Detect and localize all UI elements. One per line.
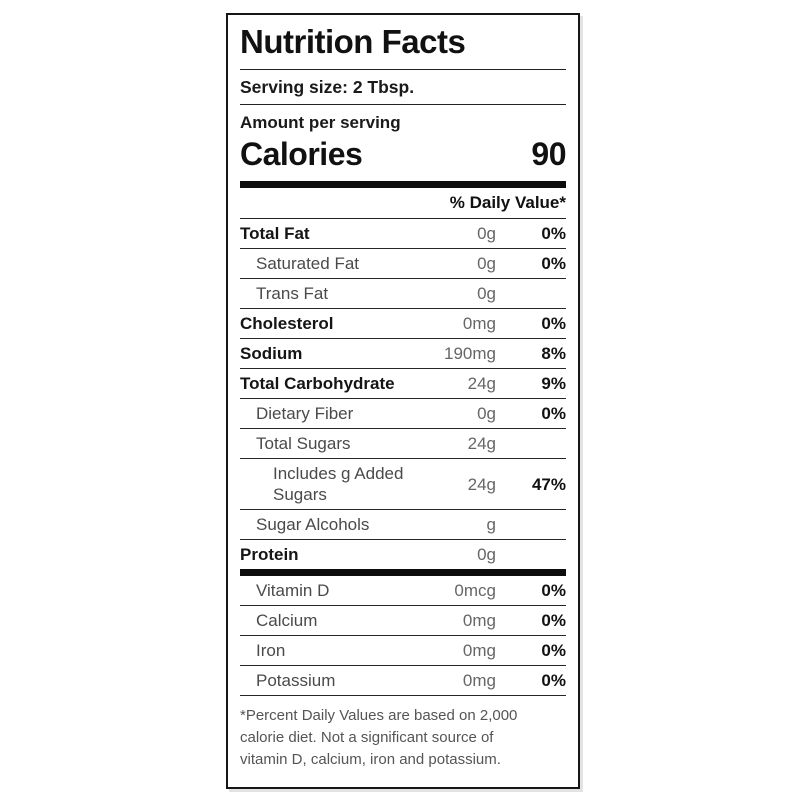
nutrient-amount: 0g	[477, 254, 496, 273]
nutrient-daily-value: 0%	[541, 641, 566, 660]
nutrient-name: Total Carbohydrate	[240, 374, 395, 393]
nutrient-rows-main: Total Fat 0g 0% Saturated Fat 0g 0% Trans Fat 0…	[240, 219, 566, 569]
nutrient-row-dietary-fiber: Dietary Fiber 0g 0%	[240, 399, 566, 429]
nutrient-daily-value: 0%	[541, 671, 566, 690]
nutrient-name: Includes g Added Sugars	[273, 464, 404, 504]
nutrient-amount: 0mg	[462, 314, 496, 333]
nutrient-row-calcium: Calcium 0mg 0%	[240, 606, 566, 636]
serving-size: Serving size: 2 Tbsp.	[240, 77, 415, 97]
amount-per-serving: Amount per serving	[240, 113, 401, 132]
nutrient-row-total-fat: Total Fat 0g 0%	[240, 219, 566, 249]
divider-under-serving	[240, 104, 566, 105]
nutrient-daily-value: 0%	[541, 404, 566, 423]
nutrient-row-trans-fat: Trans Fat 0g	[240, 279, 566, 309]
calories-label: Calories	[240, 136, 363, 172]
nutrient-amount: 24g	[467, 474, 496, 494]
nutrient-name: Saturated Fat	[256, 254, 360, 273]
thick-divider-vitamins	[240, 569, 566, 576]
nutrient-amount: 0g	[477, 545, 496, 564]
divider-under-title	[240, 69, 566, 70]
nutrient-amount: 190mg	[444, 344, 496, 363]
footnote: *Percent Daily Values are based on 2,000…	[240, 707, 518, 768]
nutrient-name: Iron	[256, 641, 286, 660]
nutrient-name: Trans Fat	[256, 284, 329, 303]
nutrient-row-protein: Protein 0g	[240, 540, 566, 569]
nutrient-daily-value: 8%	[541, 344, 566, 363]
nutrient-name: Vitamin D	[256, 581, 330, 600]
nutrient-daily-value: 47%	[531, 474, 566, 494]
nutrient-name: Calcium	[256, 611, 318, 630]
nutrient-row-potassium: Potassium 0mg 0%	[240, 666, 566, 696]
nutrient-name: Cholesterol	[240, 314, 334, 333]
nutrient-name: Total Sugars	[256, 434, 351, 453]
thick-divider-top	[240, 181, 566, 188]
nutrient-amount: 0mg	[462, 611, 496, 630]
nutrition-facts-label: Nutrition Facts Serving size: 2 Tbsp. Am…	[226, 13, 580, 789]
nutrient-daily-value: 0%	[541, 314, 566, 333]
nutrient-daily-value: 0%	[541, 581, 566, 600]
calories-value: 90	[531, 136, 566, 172]
daily-value-header: % Daily Value*	[240, 188, 566, 219]
nutrient-name: Total Fat	[240, 224, 310, 243]
nutrient-amount: 0g	[477, 224, 496, 243]
nutrient-amount: 24g	[467, 374, 496, 393]
nutrient-daily-value: 0%	[541, 611, 566, 630]
nutrient-name: Potassium	[256, 671, 336, 690]
nutrient-amount: 0g	[477, 284, 496, 303]
calories-row: Calories 90	[240, 133, 566, 181]
nutrient-rows-vitamins: Vitamin D 0mcg 0% Calcium 0mg 0% Iron 0mg 0% Pota…	[240, 576, 566, 696]
nutrient-amount: 24g	[467, 434, 496, 453]
nutrient-row-sugar-alcohols: Sugar Alcohols g	[240, 510, 566, 540]
nutrient-amount: 0mg	[462, 671, 496, 690]
nutrient-daily-value: 9%	[541, 374, 566, 393]
nutrient-row-iron: Iron 0mg 0%	[240, 636, 566, 666]
nutrient-row-saturated-fat: Saturated Fat 0g 0%	[240, 249, 566, 279]
nutrient-name: Protein	[240, 545, 299, 564]
nutrient-amount: 0mcg	[454, 581, 496, 600]
nutrient-name: Dietary Fiber	[256, 404, 354, 423]
nutrient-row-includes-g-added-sugars: Includes g Added Sugars 24g 47%	[240, 459, 566, 510]
nutrient-name: Sugar Alcohols	[256, 515, 370, 534]
nutrient-daily-value: 0%	[541, 224, 566, 243]
nutrient-row-total-sugars: Total Sugars 24g	[240, 429, 566, 459]
nutrient-amount: g	[486, 515, 496, 534]
nutrient-row-sodium: Sodium 190mg 8%	[240, 339, 566, 369]
nutrient-row-cholesterol: Cholesterol 0mg 0%	[240, 309, 566, 339]
nutrient-row-total-carbohydrate: Total Carbohydrate 24g 9%	[240, 369, 566, 399]
nutrient-row-vitamin-d: Vitamin D 0mcg 0%	[240, 576, 566, 606]
nutrient-name: Sodium	[240, 344, 303, 363]
label-title: Nutrition Facts	[240, 23, 466, 60]
nutrient-daily-value: 0%	[541, 254, 566, 273]
nutrient-amount: 0mg	[462, 641, 496, 660]
nutrient-amount: 0g	[477, 404, 496, 423]
